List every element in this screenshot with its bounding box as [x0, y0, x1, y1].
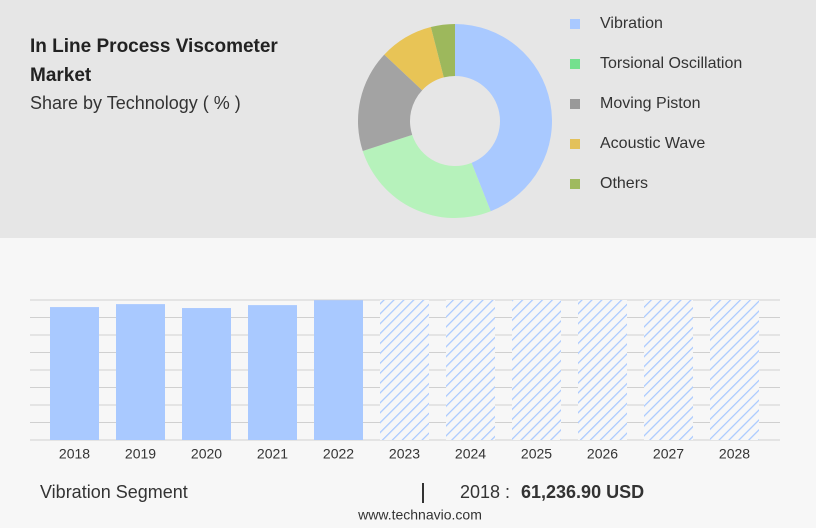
x-tick-label: 2021: [257, 446, 288, 462]
footer-year: 2018 :: [460, 482, 510, 502]
forecast-bar: [578, 300, 627, 440]
x-tick-label: 2019: [125, 446, 156, 462]
x-tick-label: 2022: [323, 446, 354, 462]
legend-label: Others: [600, 175, 648, 192]
forecast-bar: [380, 300, 429, 440]
legend-label: Acoustic Wave: [600, 135, 705, 152]
forecast-bar: [644, 300, 693, 440]
donut-segment: [384, 27, 444, 91]
forecast-bar: [710, 300, 759, 440]
donut-segment: [362, 134, 491, 218]
x-tick-label: 2025: [521, 446, 552, 462]
legend-swatch: [570, 59, 580, 69]
subtitle: Share by Technology ( % ): [30, 93, 241, 113]
legend-swatch: [570, 19, 580, 29]
donut-segment: [430, 24, 455, 78]
bar: [248, 305, 297, 440]
x-tick-label: 2024: [455, 446, 486, 462]
bar: [314, 300, 363, 440]
x-tick-label: 2027: [653, 446, 684, 462]
footer-value: 61,236.90 USD: [521, 482, 644, 502]
legend-label: Moving Piston: [600, 95, 701, 112]
bar: [116, 304, 165, 440]
forecast-bar: [446, 300, 495, 440]
x-tick-label: 2018: [59, 446, 90, 462]
segment: Vibration Segment: [40, 482, 188, 502]
forecast-bar: [512, 300, 561, 440]
legend-label: Torsional Oscillation: [600, 55, 742, 72]
donut-segment: [455, 24, 552, 212]
legend-swatch: [570, 99, 580, 109]
site: www.technavio.com: [357, 507, 482, 523]
chart-title: In Line Process Viscometer Market: [30, 36, 278, 86]
legend-swatch: [570, 179, 580, 189]
donut-segment: [358, 54, 423, 151]
x-tick-label: 2020: [191, 446, 222, 462]
x-tick-label: 2026: [587, 446, 618, 462]
bar: [182, 308, 231, 440]
x-tick-label: 2023: [389, 446, 420, 462]
legend-swatch: [570, 139, 580, 149]
x-tick-label: 2028: [719, 446, 750, 462]
legend-label: Vibration: [600, 15, 663, 32]
bar: [50, 307, 99, 440]
